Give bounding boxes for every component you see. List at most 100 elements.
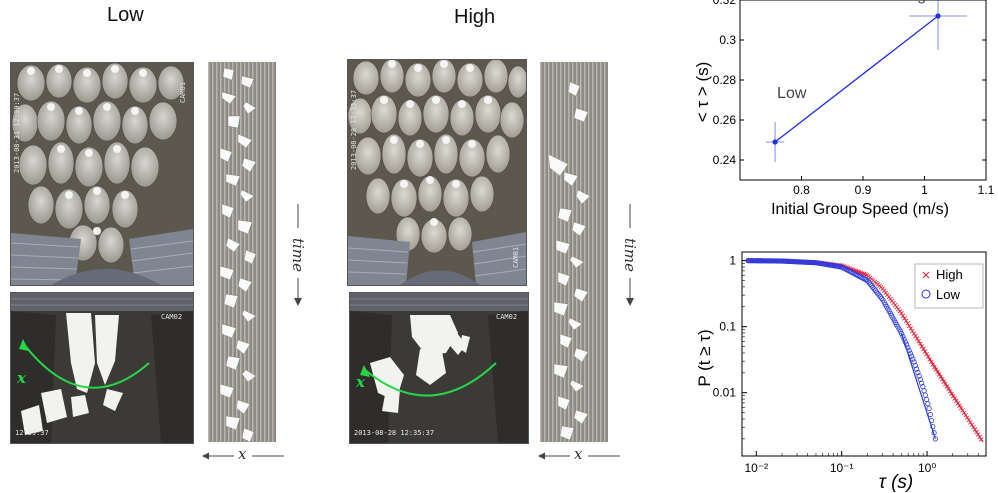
bottom-xtick-label: 10⁻² [744,461,768,475]
low-top-timestamp: 2013-08-31 12:39:37 [13,92,21,173]
bottom-ytick-label: 0.1 [719,320,736,334]
low-x-arrow [202,452,284,460]
low-series-marker [876,292,882,298]
high-bottom-timestamp: 2013-08-28 12:35:37 [354,429,435,437]
high-sheep-crowd [348,60,526,285]
low-tail-fit-line [900,332,936,440]
legend-box [914,263,984,309]
high-series-marker [913,333,918,339]
low-series-marker [871,286,877,292]
low-series-marker [910,356,916,362]
top-xtick-label: 0.8 [793,183,810,197]
low-series-marker [924,396,930,403]
low-time-space-strip [208,62,276,442]
low-series-marker [916,373,922,379]
low-series-marker [870,284,876,290]
high-series-marker [910,328,915,334]
bottom-ytick-label: 1 [729,254,736,268]
legend-low-label: Low [936,287,960,302]
low-series-marker [904,342,910,348]
legend-high-marker [922,271,930,279]
low-series-marker [912,362,918,369]
high-x-axis-label: x [574,445,583,463]
low-point-label: Low [777,85,807,102]
high-time-space-strip [540,62,608,442]
low-x-axis-label: x [238,445,247,463]
high-x-arrow [538,452,620,460]
low-series-marker [865,278,871,284]
top-xtick-label: 0.9 [855,183,872,197]
high-bottom-camera-photo: x CAM02 2013-08-28 12:35:37 [349,292,529,444]
mean-tau-vs-speed-chart: 0.8 0.9 1 1.1 0.24 0.26 0.28 0.3 0.32 Low High In… [693,0,995,218]
top-chart-ylabel: < τ > (s) [693,62,712,123]
low-series-marker [875,291,881,297]
low-data-point [772,139,778,145]
low-series-marker [877,294,883,300]
high-series-marker [900,313,906,319]
low-bottom-camera-photo: x CAM02 12:39:37 [10,292,194,444]
high-series-marker [902,316,907,321]
top-ytick-label: 0.24 [713,153,737,167]
low-series-marker [869,283,875,289]
low-series-marker [917,376,923,383]
low-series-marker [919,380,925,386]
low-bottom-timestamp: 12:39:37 [15,429,49,437]
bottom-chart-ylabel: P (t ≥ τ) [695,329,714,386]
low-series-marker [914,366,920,372]
high-series-marker [899,311,904,316]
low-series-marker [932,436,938,442]
high-time-arrow [626,204,634,306]
low-series-marker [922,392,928,398]
low-sheep-crowd [11,63,193,285]
low-race-exit [11,293,193,443]
low-series-marker [915,369,921,376]
low-series-marker [927,411,933,418]
low-series-marker [866,280,872,286]
low-series-marker [909,353,915,359]
high-race-exit [350,293,528,443]
high-series-marker [914,336,920,341]
top-ytick-label: 0.32 [713,0,737,7]
low-bottom-camera-id: CAM02 [161,313,183,321]
high-series-marker [908,326,914,331]
high-series-marker [911,331,917,336]
top-ytick-label: 0.28 [713,73,737,87]
bottom-chart-legend: High Low [914,263,984,309]
top-ytick-label: 0.3 [719,33,736,47]
low-strip-image [208,62,276,442]
low-series-marker [899,331,905,337]
top-chart-xlabel: Initial Group Speed (m/s) [771,201,949,218]
high-series-marker [905,321,910,326]
high-x-marker-label: x [356,373,365,391]
legend-high-label: High [936,267,963,282]
low-series-marker [874,289,880,295]
high-series-marker [903,318,909,324]
high-data-point [935,13,941,19]
low-series-marker [926,405,932,412]
high-top-timestamp: 2013-08-28 12:35:37 [350,89,358,170]
bottom-chart-xlabel: τ (s) [879,472,914,493]
survival-function-chart: 10⁻² 10⁻¹ 10⁰ 1 0.1 0.01 High Low τ (s) P (t … [695,251,987,493]
low-series-marker [925,401,931,407]
top-series-line [774,15,939,143]
low-series-marker [867,281,874,287]
high-time-label: time [621,238,639,272]
high-point-label: High [902,0,935,4]
low-series-marker [921,388,927,394]
high-series-marker [906,323,912,329]
low-series-marker [911,359,917,365]
low-top-camera-photo: 2013-08-31 12:39:37 CAM01 [10,62,194,286]
high-strip-image [540,62,608,442]
high-panel-title: High [454,6,496,28]
bottom-xtick-label: 10⁰ [918,461,936,475]
low-series-marker [872,287,879,294]
high-top-camera-id: CAM01 [512,246,520,268]
low-top-camera-id: CAM01 [179,81,187,103]
legend-low-marker [921,289,931,299]
low-panel-title: Low [107,4,144,26]
bottom-xtick-label: 10⁻¹ [830,461,854,475]
high-top-camera-photo: 2013-08-28 12:35:37 CAM01 [347,59,527,286]
low-time-label: time [289,238,307,272]
high-bottom-camera-id: CAM02 [496,313,518,321]
low-x-marker-label: x [17,369,26,387]
